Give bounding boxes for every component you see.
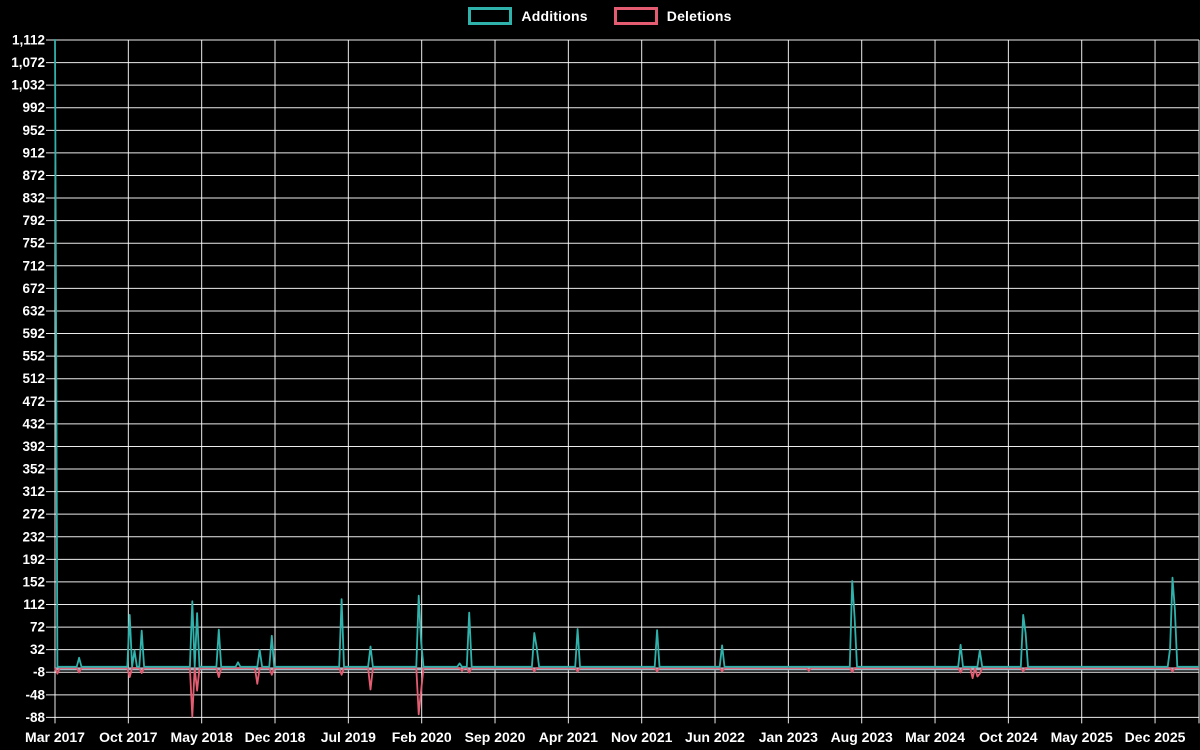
y-axis-tick-label: 152 <box>22 574 45 589</box>
y-axis-tick-label: 112 <box>23 597 45 612</box>
y-axis-tick-label: 392 <box>22 439 45 454</box>
y-axis-tick-label: 32 <box>30 642 45 657</box>
y-axis-tick-label: 992 <box>22 100 45 115</box>
x-axis-label: Oct 2024 <box>979 729 1038 745</box>
y-axis-tick-label: 352 <box>22 462 45 477</box>
x-axis-label: Jan 2023 <box>759 729 818 745</box>
y-axis-tick-label: -88 <box>25 710 45 725</box>
y-axis-tick-label: 672 <box>22 281 45 296</box>
y-axis-tick-label: 552 <box>22 349 45 364</box>
y-axis-tick-label: 1,032 <box>11 78 45 93</box>
legend-swatch-additions <box>468 7 513 25</box>
x-axis-label: Oct 2017 <box>99 729 158 745</box>
y-axis-tick-label: 272 <box>22 507 45 522</box>
y-axis-tick-label: 192 <box>22 552 45 567</box>
y-axis-tick-label: 1,112 <box>12 33 45 48</box>
x-axis-label: Jun 2022 <box>685 729 745 745</box>
legend-label: Deletions <box>666 8 732 24</box>
x-axis-label: Apr 2021 <box>539 729 598 745</box>
y-axis-tick-label: 472 <box>22 394 45 409</box>
x-axis-label: May 2018 <box>171 729 233 745</box>
y-axis-tick-label: -48 <box>25 687 45 702</box>
x-axis-label: Dec 2025 <box>1125 729 1186 745</box>
chart-legend: Additions Deletions <box>0 7 1200 25</box>
legend-swatch-deletions <box>613 7 658 25</box>
y-axis-tick-label: 592 <box>22 326 45 341</box>
y-axis-tick-label: 752 <box>22 236 45 251</box>
y-axis-tick-label: 432 <box>22 416 45 431</box>
x-axis-label: Dec 2018 <box>245 729 306 745</box>
y-axis-tick-label: 1,072 <box>11 55 45 70</box>
x-axis-label: Mar 2017 <box>25 729 85 745</box>
y-axis-tick-label: 912 <box>22 145 45 160</box>
legend-item-additions: Additions <box>468 7 588 25</box>
x-axis-label: Feb 2020 <box>392 729 452 745</box>
deletions-line <box>54 667 1199 718</box>
y-axis-tick-label: 632 <box>22 303 45 318</box>
x-axis-label: Nov 2021 <box>611 729 673 745</box>
y-axis-tick-label: 872 <box>22 168 45 183</box>
y-axis-tick-label: -8 <box>33 665 45 680</box>
y-axis-tick-label: 72 <box>30 620 45 635</box>
additions-line <box>54 39 1199 668</box>
legend-label: Additions <box>521 8 588 24</box>
y-axis-tick-label: 832 <box>22 191 45 206</box>
y-axis-tick-label: 312 <box>22 484 45 499</box>
y-axis-tick-label: 512 <box>22 371 45 386</box>
x-axis-label: May 2025 <box>1051 729 1113 745</box>
y-axis-tick-label: 712 <box>22 258 45 273</box>
legend-item-deletions: Deletions <box>613 7 732 25</box>
y-axis-tick-label: 232 <box>22 529 45 544</box>
x-axis-label: Aug 2023 <box>831 729 893 745</box>
y-axis-tick-label: 792 <box>22 213 45 228</box>
y-axis-tick-label: 952 <box>22 123 45 138</box>
x-axis-label: Mar 2024 <box>905 729 965 745</box>
x-axis-label: Jul 2019 <box>321 729 376 745</box>
x-axis-label: Sep 2020 <box>465 729 526 745</box>
